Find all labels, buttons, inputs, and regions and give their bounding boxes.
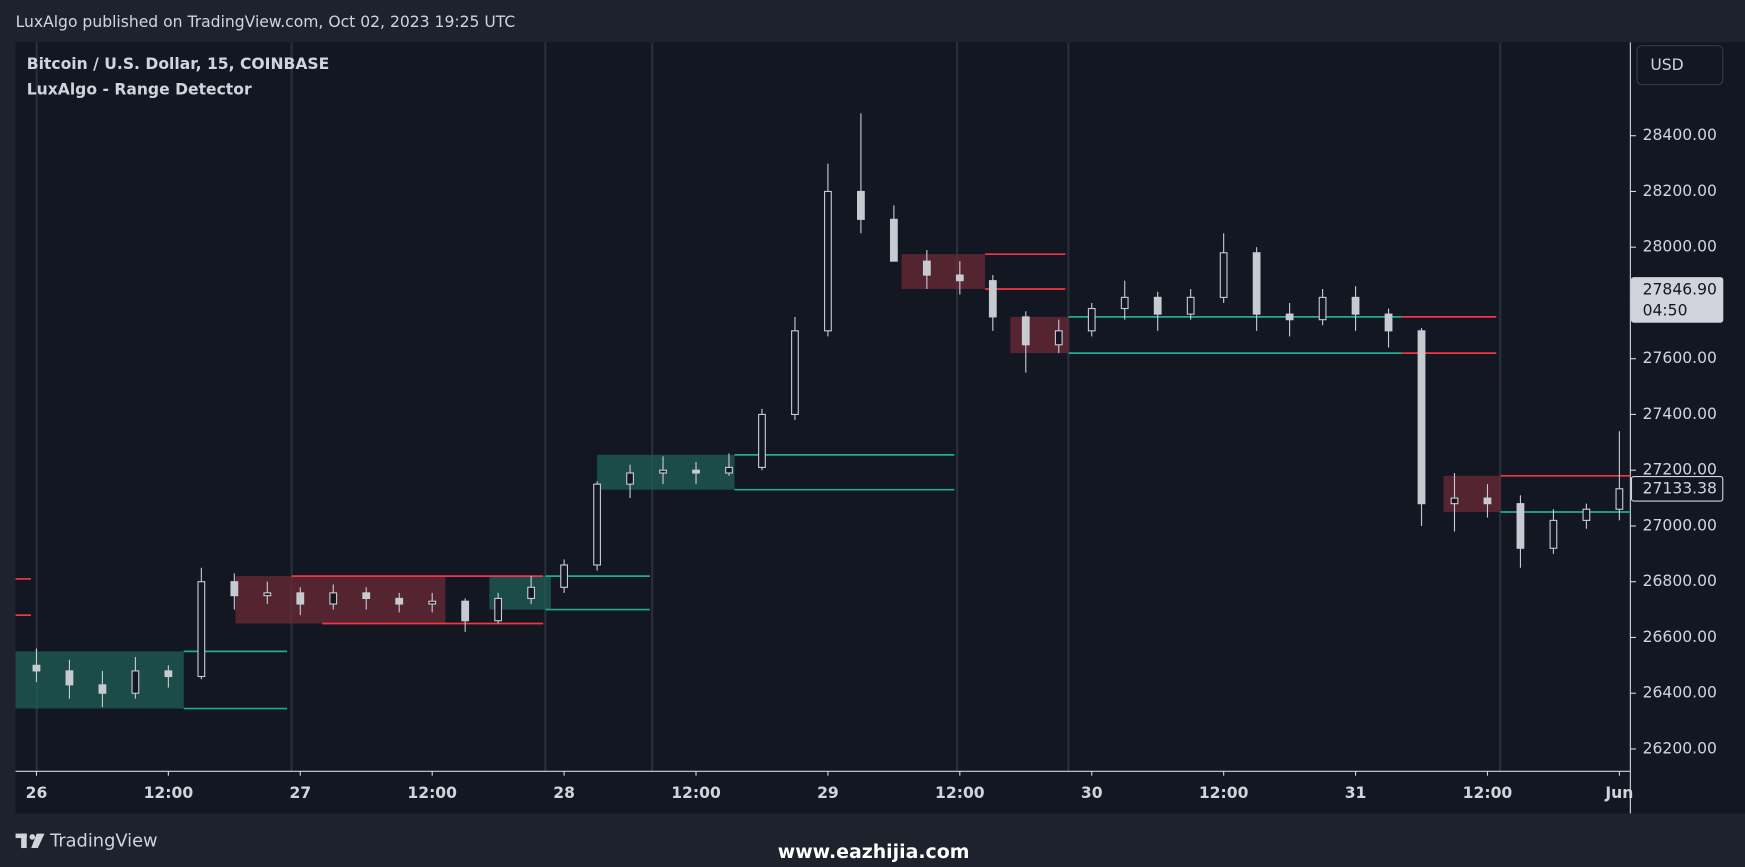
x-tick-label: 12:00	[407, 784, 457, 802]
x-tick-label: 12:00	[144, 784, 194, 802]
price-label: 27133.38	[1643, 479, 1717, 497]
range-box	[1443, 475, 1501, 513]
candle-body	[395, 597, 404, 605]
x-tick-label: 29	[817, 784, 839, 802]
candle-body	[296, 592, 305, 605]
candle-body	[692, 469, 700, 474]
candle-body	[659, 469, 667, 474]
candle-body	[1351, 296, 1360, 315]
y-tick-label: 28200.00	[1643, 182, 1717, 200]
candle-body	[1450, 497, 1459, 505]
candle-body	[32, 664, 41, 672]
x-tick-label: 12:00	[1463, 784, 1513, 802]
x-tick-label: 30	[1081, 784, 1103, 802]
logo-stem	[21, 833, 27, 849]
y-tick-label: 26400.00	[1643, 684, 1717, 702]
candle-body	[1054, 330, 1063, 346]
candle-body	[1384, 313, 1393, 332]
brand: TradingView	[49, 830, 158, 851]
candle-body	[1549, 519, 1558, 549]
currency-button[interactable]	[1636, 45, 1724, 86]
candle-body	[1087, 307, 1096, 332]
range-box	[901, 254, 986, 290]
candle-body	[527, 586, 536, 599]
x-tick-label: 27	[289, 784, 311, 802]
candle-body	[1285, 313, 1294, 321]
y-tick-label: 28400.00	[1643, 126, 1717, 144]
candle-body	[1318, 296, 1327, 321]
y-tick-label: 27400.00	[1643, 405, 1717, 423]
candle-body	[922, 260, 931, 276]
x-tick-label: 28	[553, 784, 575, 802]
time-axis	[15, 771, 1631, 814]
candle-body	[889, 218, 898, 262]
y-tick-label: 27600.00	[1643, 349, 1717, 367]
x-tick-label: 31	[1345, 784, 1367, 802]
indicator-name: LuxAlgo - Range Detector	[27, 81, 252, 99]
candle-body	[1483, 497, 1492, 505]
currency-label[interactable]: USD	[1650, 56, 1683, 74]
candle-body	[758, 413, 766, 468]
candle-body	[560, 564, 568, 588]
candle-body	[593, 483, 601, 566]
y-tick-label: 26600.00	[1643, 628, 1717, 646]
y-tick-label: 26200.00	[1643, 739, 1717, 757]
candle-body	[626, 472, 634, 485]
range-box	[15, 651, 184, 709]
logo-dot	[29, 834, 36, 840]
x-tick-label: Jun	[1604, 784, 1633, 802]
price-label-countdown: 04:50	[1643, 302, 1688, 320]
candle-body	[1153, 296, 1162, 315]
x-tick-label: 12:00	[1199, 784, 1249, 802]
range-box	[235, 576, 446, 624]
candle-body	[1186, 296, 1195, 315]
candle-body	[164, 670, 173, 678]
candle-body	[1219, 252, 1228, 298]
candle-body	[791, 330, 799, 416]
y-tick-label: 27200.00	[1643, 461, 1717, 479]
x-tick-label: 12:00	[671, 784, 721, 802]
candle-body	[362, 592, 371, 599]
candle-body	[98, 684, 107, 694]
price-label-box	[1630, 475, 1724, 502]
candle-body	[230, 581, 239, 597]
price-label: 27846.90	[1643, 280, 1717, 298]
candle-body	[131, 670, 140, 694]
price-axis	[1630, 42, 1745, 814]
y-tick-label: 26800.00	[1643, 572, 1717, 590]
candle-body	[1120, 296, 1129, 310]
candle-body	[857, 190, 865, 220]
candle-body	[197, 581, 206, 678]
plot-layer	[15, 113, 1631, 710]
plot-area	[15, 42, 1631, 772]
y-tick-label: 27000.00	[1643, 516, 1717, 534]
candle-body	[329, 592, 338, 605]
candle-body	[1582, 508, 1591, 521]
candle-body	[955, 274, 964, 282]
tradingview-logo	[15, 833, 45, 849]
header-text: LuxAlgo published on TradingView.com, Oc…	[16, 13, 516, 31]
logo-slash	[31, 833, 45, 849]
candle-body	[988, 280, 997, 318]
price-label-box	[1630, 277, 1724, 323]
x-tick-label: 12:00	[935, 784, 985, 802]
candle-body	[65, 670, 74, 686]
candle-body	[461, 600, 470, 622]
watermark: www.eazhijia.com	[778, 841, 970, 863]
candle-body	[1615, 488, 1624, 510]
candle-body	[494, 597, 503, 622]
candle-body	[725, 466, 733, 474]
y-tick-label: 28000.00	[1643, 238, 1717, 256]
chart-title: Bitcoin / U.S. Dollar, 15, COINBASE	[27, 55, 330, 73]
candle-body	[1417, 330, 1426, 505]
candle-body	[824, 190, 832, 332]
candle-body	[428, 600, 437, 605]
candle-body	[1516, 503, 1525, 549]
candle-body	[1021, 316, 1030, 346]
x-tick-label: 26	[26, 784, 48, 802]
candle-body	[1252, 252, 1261, 315]
candle-body	[263, 592, 272, 597]
